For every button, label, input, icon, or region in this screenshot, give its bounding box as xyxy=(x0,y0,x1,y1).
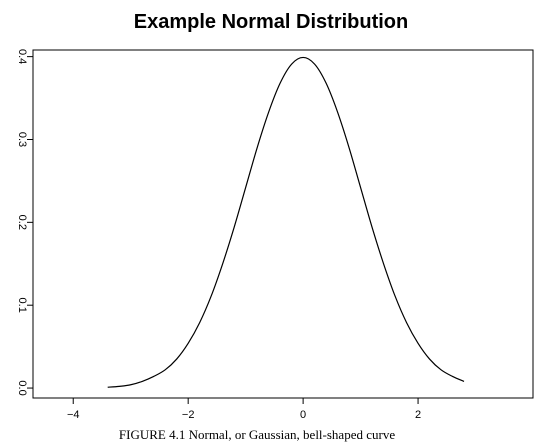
density-point xyxy=(165,369,166,370)
density-point xyxy=(222,263,223,264)
x-tick-label: −4 xyxy=(67,409,80,421)
figure-caption: FIGURE 4.1 Normal, or Gaussian, bell-sha… xyxy=(119,427,395,442)
density-point xyxy=(348,147,349,148)
density-point xyxy=(176,358,177,359)
density-point xyxy=(153,376,154,377)
density-point xyxy=(417,343,418,344)
density-point xyxy=(291,63,292,64)
density-point xyxy=(142,381,143,382)
density-point xyxy=(394,295,395,296)
y-tick-label: 0.3 xyxy=(16,132,28,147)
y-tick-label: 0.0 xyxy=(16,380,28,395)
plot-frame xyxy=(32,49,534,399)
density-point xyxy=(326,83,327,84)
density-point xyxy=(371,227,372,228)
y-tick-label: 0.2 xyxy=(16,215,28,230)
density-point xyxy=(303,57,304,58)
density-point xyxy=(383,263,384,264)
density-point xyxy=(268,112,269,113)
density-point xyxy=(360,187,361,188)
density-point xyxy=(107,387,108,388)
density-point xyxy=(199,322,200,323)
chart-title: Example Normal Distribution xyxy=(134,11,409,33)
density-point xyxy=(119,386,120,387)
density-point xyxy=(130,384,131,385)
density-point xyxy=(257,147,258,148)
density-point xyxy=(211,295,212,296)
density-point xyxy=(406,322,407,323)
y-axis: 0.0 0.1 0.2 0.3 0.4 xyxy=(16,49,33,396)
density-point xyxy=(280,83,281,84)
density-point xyxy=(234,227,235,228)
density-point xyxy=(452,376,453,377)
x-tick-label: 0 xyxy=(300,409,306,421)
density-point xyxy=(314,63,315,64)
data-points xyxy=(107,57,465,388)
x-axis: −4 −2 0 2 xyxy=(67,398,421,421)
y-tick-label: 0.4 xyxy=(16,49,28,64)
density-point xyxy=(245,187,246,188)
density-point xyxy=(463,381,464,382)
density-point xyxy=(188,343,189,344)
y-tick-label: 0.1 xyxy=(16,298,28,313)
x-tick-label: −2 xyxy=(182,409,195,421)
density-point xyxy=(440,369,441,370)
x-tick-label: 2 xyxy=(415,409,421,421)
density-point xyxy=(337,112,338,113)
density-point xyxy=(429,358,430,359)
density-curve-line xyxy=(107,56,465,388)
